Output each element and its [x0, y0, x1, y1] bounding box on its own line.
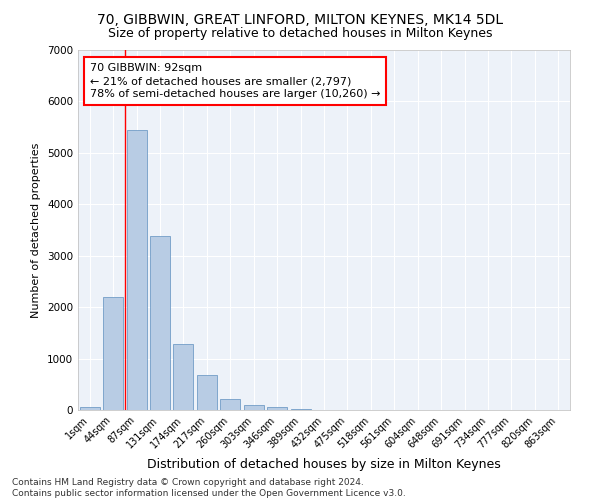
Bar	[80, 407, 100, 410]
Bar	[103, 297, 123, 410]
Bar	[244, 405, 263, 410]
Text: 70 GIBBWIN: 92sqm
← 21% of detached houses are smaller (2,797)
78% of semi-detac: 70 GIBBWIN: 92sqm ← 21% of detached hous…	[90, 63, 380, 100]
Bar	[127, 130, 146, 410]
Bar	[267, 408, 287, 410]
Bar	[197, 375, 217, 410]
Text: Size of property relative to detached houses in Milton Keynes: Size of property relative to detached ho…	[108, 28, 492, 40]
Bar	[220, 399, 240, 410]
Y-axis label: Number of detached properties: Number of detached properties	[31, 142, 41, 318]
Text: 70, GIBBWIN, GREAT LINFORD, MILTON KEYNES, MK14 5DL: 70, GIBBWIN, GREAT LINFORD, MILTON KEYNE…	[97, 12, 503, 26]
Bar	[290, 409, 311, 410]
Text: Contains HM Land Registry data © Crown copyright and database right 2024.
Contai: Contains HM Land Registry data © Crown c…	[12, 478, 406, 498]
Bar	[173, 344, 193, 410]
X-axis label: Distribution of detached houses by size in Milton Keynes: Distribution of detached houses by size …	[147, 458, 501, 471]
Bar	[150, 236, 170, 410]
